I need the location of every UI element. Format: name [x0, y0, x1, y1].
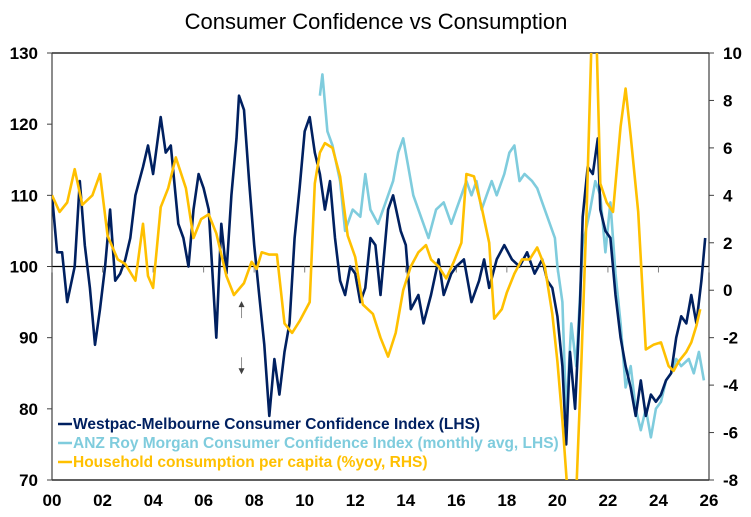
legend-label: ANZ Roy Morgan Consumer Confidence Index…: [73, 435, 559, 452]
x-tick-label: 10: [295, 491, 314, 510]
legend-label: Household consumption per capita (%yoy, …: [73, 454, 428, 471]
x-tick-label: 04: [144, 491, 163, 510]
left-y-tick-label: 130: [10, 44, 38, 63]
x-tick-label: 16: [447, 491, 466, 510]
right-y-tick-label: -6: [723, 424, 738, 443]
right-y-tick-label: 10: [723, 44, 742, 63]
x-tick-label: 02: [93, 491, 112, 510]
left-y-tick-label: 100: [10, 258, 38, 277]
left-y-tick-label: 110: [11, 186, 38, 205]
right-y-tick-label: -8: [723, 471, 738, 490]
right-y-tick-label: 0: [723, 281, 732, 300]
legend-label: Westpac-Melbourne Consumer Confidence In…: [73, 416, 480, 433]
x-tick-label: 26: [700, 491, 719, 510]
household-consumption-line: [52, 53, 702, 480]
right-y-tick-label: -2: [723, 329, 738, 348]
left-y-tick-label: 120: [10, 115, 38, 134]
right-y-tick-label: 2: [723, 234, 732, 253]
x-tick-label: 00: [43, 491, 62, 510]
axes: 00 02 04 06 08 10 12 14 16 18 20 22 24 26130120110100…: [10, 44, 742, 510]
x-tick-label: 08: [245, 491, 264, 510]
x-tick-label: 18: [497, 491, 516, 510]
right-y-tick-label: 8: [723, 91, 732, 110]
right-y-tick-label: 4: [723, 186, 733, 205]
anz-roy-morgan-line: [318, 73, 706, 439]
arrow-up-icon: [238, 301, 245, 308]
x-tick-label: 14: [396, 491, 415, 510]
x-tick-label: 22: [598, 491, 617, 510]
westpac-confidence-line: [52, 94, 707, 446]
x-tick-label: 06: [194, 491, 213, 510]
legend: Westpac-Melbourne Consumer Confidence In…: [58, 416, 559, 471]
left-y-tick-label: 80: [19, 400, 38, 419]
arrow-down-icon: [238, 368, 245, 375]
x-tick-label: 24: [649, 491, 668, 510]
right-y-tick-label: -4: [723, 376, 739, 395]
series-group: [52, 53, 707, 480]
right-y-tick-label: 6: [723, 139, 732, 158]
x-tick-label: 12: [346, 491, 365, 510]
left-y-tick-label: 90: [19, 329, 38, 348]
annotations: [238, 301, 245, 375]
left-y-tick-label: 70: [19, 471, 38, 490]
chart-title: Consumer Confidence vs Consumption: [185, 9, 568, 34]
x-tick-label: 20: [548, 491, 567, 510]
